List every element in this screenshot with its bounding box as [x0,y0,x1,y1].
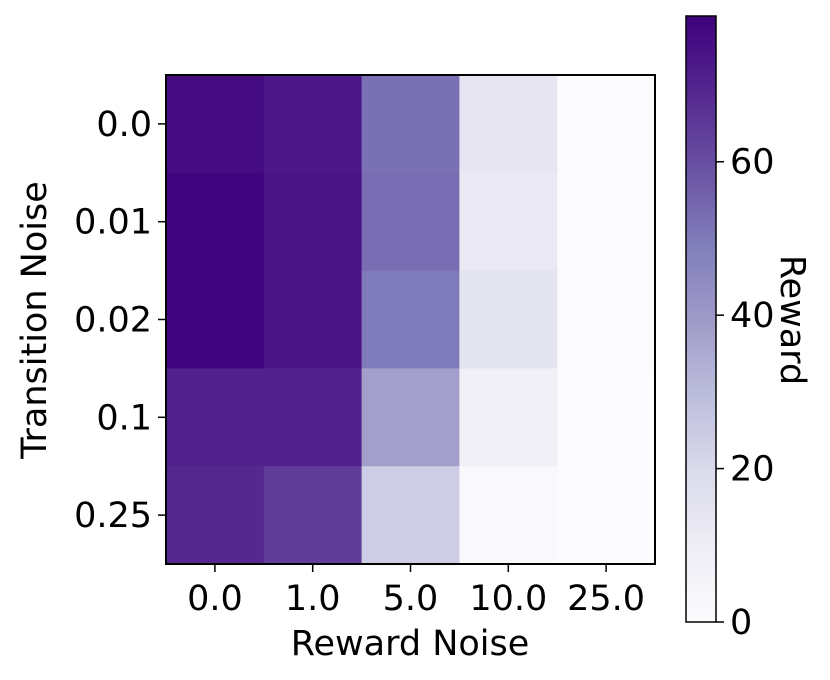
heatmap-cell [361,172,460,272]
colorbar-tick-label: 20 [730,450,775,490]
colorbar-tick-label: 60 [730,143,775,183]
colorbar-tick-label: 40 [730,296,775,336]
heatmap-cell [361,466,460,565]
colorbar-ticks: 0 20 40 60 [716,143,775,643]
y-tick-label: 0.1 [96,398,152,438]
y-axis-label: Transition Noise [15,181,55,459]
heatmap-cell [557,466,656,565]
x-tick-label: 0.0 [187,579,243,619]
heatmap-cell [459,466,558,565]
heatmap-cell [166,466,265,565]
y-tick-label: 0.02 [74,301,152,341]
x-tick-label: 5.0 [383,579,439,619]
heatmap-cell [459,75,558,174]
heatmap-cell [263,75,363,174]
x-tick-label: 25.0 [567,579,645,619]
y-tick-label: 0.0 [96,105,152,145]
heatmap-cell [459,368,558,467]
x-axis-ticks: 0.0 1.0 5.0 10.0 25.0 [187,564,645,619]
heatmap-cell [263,466,363,565]
y-tick-label: 0.25 [74,496,152,536]
heatmap-cell [166,368,265,467]
heatmap-cell [263,270,363,369]
heatmap-cell [361,75,460,174]
heatmap-cell [361,368,460,467]
heatmap-cell [557,75,656,174]
y-axis-ticks: 0.0 0.01 0.02 0.1 0.25 [74,105,166,536]
y-tick-label: 0.01 [74,203,152,243]
heatmap-cell [459,270,558,369]
heatmap-cell [361,270,460,369]
heatmap-cell [166,270,265,369]
heatmap-cell [459,172,558,272]
x-tick-label: 1.0 [285,579,341,619]
heatmap-cell [557,270,656,369]
heatmap-cell [557,368,656,467]
x-tick-label: 10.0 [469,579,547,619]
heatmap-cell [263,172,363,272]
heatmap-cells [166,75,656,565]
heatmap-cell [263,368,363,467]
colorbar-tick-label: 0 [730,603,752,643]
heatmap-cell [166,172,265,272]
x-axis-label: Reward Noise [291,624,530,664]
colorbar-label: Reward [772,255,812,385]
heatmap-cell [557,172,656,272]
colorbar [685,15,717,623]
heatmap-cell [166,75,265,174]
